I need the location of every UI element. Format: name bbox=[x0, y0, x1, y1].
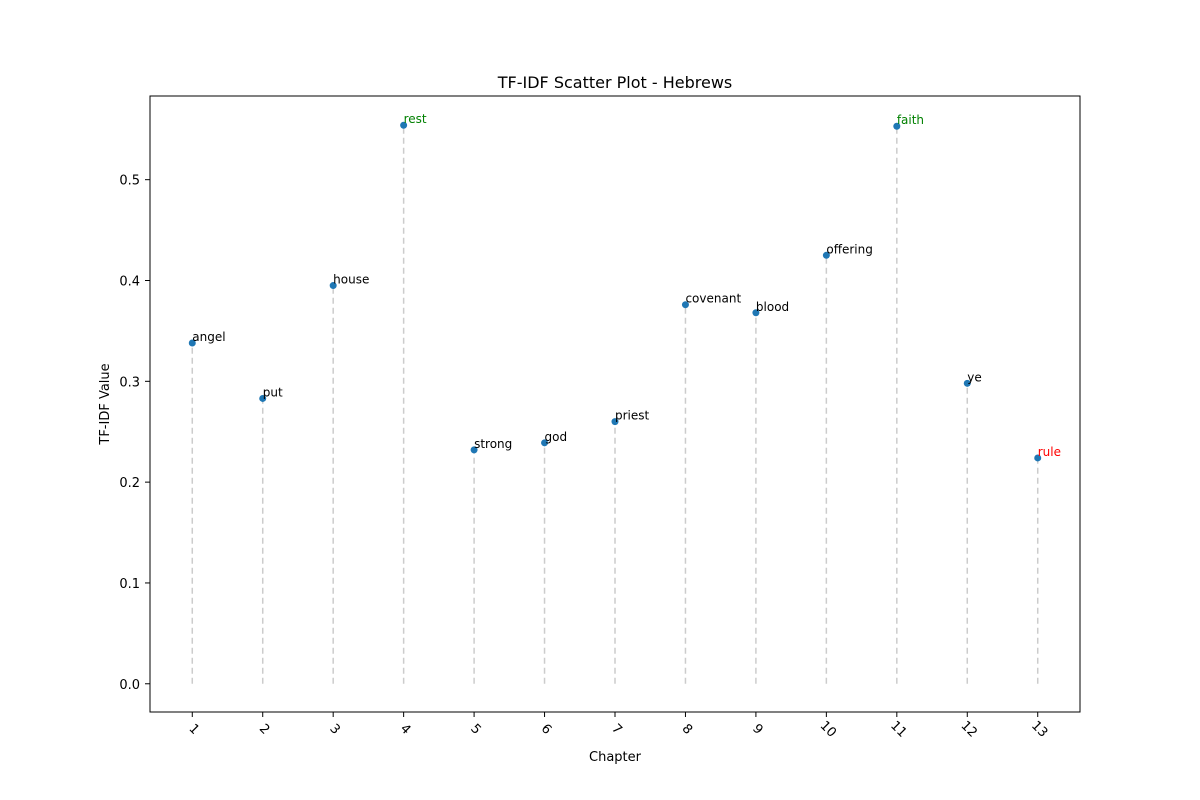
y-axis-ticks: 0.0 0.1 0.2 0.3 0.4 0.5 bbox=[119, 174, 150, 693]
point-label: faith bbox=[897, 113, 924, 127]
data-point bbox=[541, 439, 549, 447]
point-label: covenant bbox=[685, 292, 741, 306]
data-point bbox=[188, 339, 196, 347]
data-point bbox=[752, 309, 760, 317]
data-point bbox=[963, 379, 971, 387]
point-label: blood bbox=[756, 300, 789, 314]
x-tick-label: 8 bbox=[679, 721, 695, 737]
x-tick-label: 1 bbox=[186, 721, 202, 737]
point-label: offering bbox=[826, 242, 872, 256]
point-label: put bbox=[263, 385, 283, 399]
data-point bbox=[400, 121, 408, 129]
data-point bbox=[470, 446, 478, 454]
point-label: strong bbox=[474, 437, 512, 451]
data-points bbox=[188, 121, 1042, 462]
data-point bbox=[893, 122, 901, 130]
x-tick-label: 3 bbox=[326, 721, 342, 737]
point-label: ye bbox=[967, 370, 981, 384]
data-point bbox=[259, 394, 267, 402]
y-tick-label: 0.1 bbox=[119, 577, 140, 592]
y-axis-label: TF-IDF Value bbox=[98, 363, 113, 445]
x-axis-label: Chapter bbox=[589, 750, 642, 765]
point-labels: angel put house rest strong god priest covenant… bbox=[192, 112, 1061, 459]
x-tick-label: 6 bbox=[538, 721, 554, 737]
chart-title: TF-IDF Scatter Plot - Hebrews bbox=[497, 73, 733, 92]
data-point bbox=[1034, 454, 1042, 462]
x-tick-label: 5 bbox=[467, 721, 483, 737]
data-point bbox=[681, 301, 689, 309]
x-tick-label: 4 bbox=[397, 721, 413, 737]
point-label: house bbox=[333, 273, 369, 287]
x-tick-label: 7 bbox=[608, 721, 624, 737]
y-tick-label: 0.3 bbox=[119, 375, 140, 390]
point-label: priest bbox=[615, 409, 650, 423]
y-tick-label: 0.0 bbox=[119, 678, 140, 693]
point-label: angel bbox=[192, 330, 225, 344]
data-point bbox=[329, 282, 337, 290]
data-point bbox=[822, 251, 830, 259]
x-tick-label: 12 bbox=[958, 718, 980, 740]
x-tick-label: 10 bbox=[817, 718, 839, 740]
x-tick-label: 9 bbox=[749, 721, 765, 737]
y-tick-label: 0.2 bbox=[119, 476, 140, 491]
x-tick-label: 11 bbox=[887, 718, 909, 740]
point-label: rule bbox=[1038, 445, 1061, 459]
y-tick-label: 0.5 bbox=[119, 174, 140, 189]
y-tick-label: 0.4 bbox=[119, 274, 140, 289]
stem-lines bbox=[191, 125, 1039, 684]
x-tick-label: 13 bbox=[1028, 718, 1050, 740]
data-point bbox=[611, 418, 619, 426]
point-label: rest bbox=[404, 112, 427, 126]
point-label: god bbox=[545, 430, 568, 444]
x-axis-ticks: 1 2 3 4 5 6 7 8 9 10 11 12 13 bbox=[186, 712, 1050, 741]
x-tick-label: 2 bbox=[256, 721, 272, 737]
